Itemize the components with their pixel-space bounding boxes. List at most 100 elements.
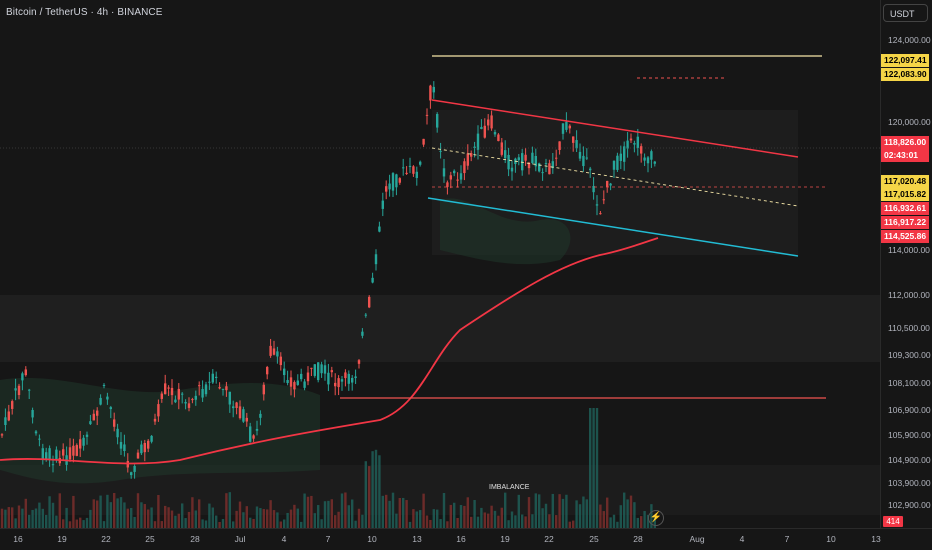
volume-bar [153, 521, 157, 528]
volume-bar [238, 501, 242, 528]
time-tick-label: 25 [589, 534, 599, 544]
volume-bar [300, 521, 303, 528]
price-tick-label: 108,100.00 [888, 378, 931, 388]
volume-bar [279, 521, 282, 528]
time-tick-label: 13 [412, 534, 422, 544]
candle-body [646, 157, 650, 164]
volume-bar [317, 505, 320, 528]
time-tick-label: 4 [739, 534, 745, 544]
price-axis[interactable] [880, 0, 932, 528]
candle-body [21, 373, 24, 381]
candle-body [283, 368, 286, 376]
price-tick-label: 106,900.00 [888, 405, 931, 415]
candle-body [211, 373, 214, 383]
volume-bar [449, 504, 452, 528]
volume-bar [405, 500, 408, 528]
price-tick-label: 104,900.00 [888, 455, 931, 465]
volume-bar [235, 510, 238, 528]
volume-bar [347, 505, 350, 528]
candle-body [191, 399, 194, 401]
volume-bar [14, 518, 17, 528]
candle-body [561, 123, 565, 134]
volume-bar [402, 497, 405, 528]
candle-body [55, 449, 58, 460]
volume-bar [636, 517, 639, 528]
volume-bar [466, 497, 469, 528]
candle-body [31, 410, 34, 418]
candle-body [592, 185, 595, 193]
candle-body [310, 367, 313, 369]
volume-bar [303, 493, 306, 528]
volume-bar [72, 495, 75, 528]
currency-button[interactable]: USDT [883, 4, 928, 22]
time-tick-label: 22 [101, 534, 111, 544]
candle-body [11, 401, 14, 409]
candle-body [198, 385, 201, 387]
volume-bar [643, 511, 646, 528]
candle-body [0, 434, 4, 436]
volume-bar [313, 513, 316, 528]
volume-bar [194, 510, 197, 528]
candle-body [245, 417, 248, 422]
candle-body [436, 114, 439, 128]
volume-bar [544, 503, 548, 528]
candle-body [218, 387, 221, 389]
candle-body [602, 199, 605, 201]
channel-mid-line [431, 147, 799, 207]
candle-body [493, 132, 497, 135]
candle-body [483, 125, 486, 138]
volume-bar [96, 500, 99, 528]
candle-body [378, 226, 381, 232]
candle-body [34, 431, 38, 434]
lightning-icon[interactable]: ⚡ [648, 510, 664, 526]
candle-body [187, 403, 191, 408]
candle-body [391, 173, 395, 191]
candle-body [446, 182, 449, 187]
volume-bar [130, 507, 133, 528]
price-marker-label: 122,083.90 [881, 68, 929, 81]
candle-body [531, 152, 534, 164]
candle-body [68, 447, 72, 460]
time-tick-label: 25 [145, 534, 155, 544]
candle-body [357, 360, 361, 364]
volume-bar [436, 509, 439, 528]
candle-body [470, 153, 473, 157]
volume-bar [524, 516, 527, 528]
volume-bar [330, 499, 333, 528]
price-marker-label: 118,826.00 [881, 136, 929, 149]
volume-bar [368, 466, 371, 528]
candle-body [262, 384, 265, 395]
candle-body [116, 428, 119, 438]
volume-bar [551, 493, 554, 528]
candle-body [385, 186, 388, 192]
candle-body [510, 167, 514, 172]
candle-body [337, 378, 340, 388]
price-chart[interactable] [0, 0, 880, 528]
volume-bar [150, 507, 153, 528]
candle-body [629, 138, 633, 141]
volume-bar [211, 507, 214, 528]
time-axis[interactable] [0, 528, 932, 550]
imbalance-annotation: IMBALANCE [489, 484, 530, 491]
volume-bar [395, 513, 398, 528]
time-tick-label: 7 [784, 534, 790, 544]
candle-body [164, 383, 167, 395]
candle-body [51, 464, 55, 466]
candle-body [113, 419, 116, 427]
candle-body [14, 388, 17, 391]
candle-body [565, 121, 568, 130]
candle-body [507, 154, 510, 170]
volume-bar [191, 497, 194, 528]
volume-bar [606, 497, 609, 528]
candle-body [249, 426, 252, 442]
symbol-title[interactable]: Bitcoin / TetherUS · 4h · BINANCE [6, 7, 163, 18]
candle-body [327, 372, 330, 385]
candle-body [123, 444, 126, 452]
volume-bar [51, 502, 55, 528]
candle-body [595, 204, 599, 206]
candle-body [150, 435, 153, 442]
candle-body [354, 376, 357, 379]
time-tick-label: Jul [234, 534, 246, 544]
candle-body [79, 439, 82, 449]
volume-bar [92, 499, 95, 528]
